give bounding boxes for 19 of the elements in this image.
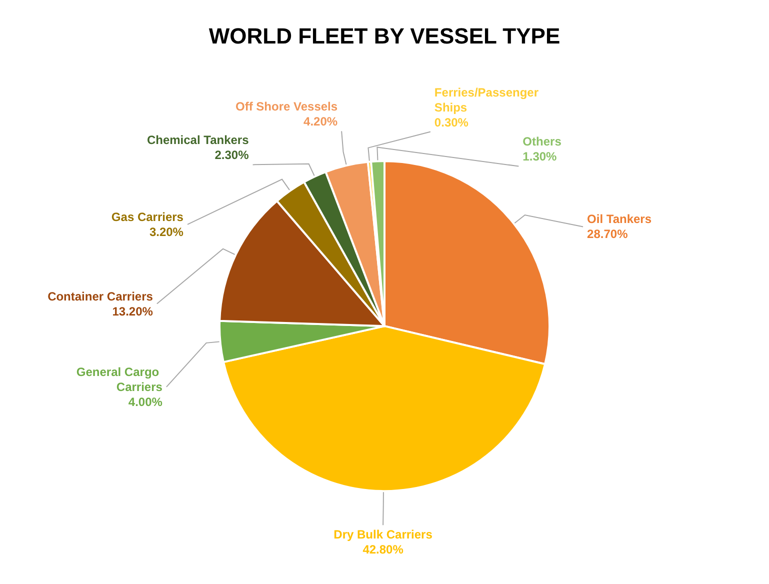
- slice-label: Container Carriers: [48, 289, 154, 304]
- slice-label: Others: [522, 134, 562, 149]
- slice-label: General Cargo Carriers: [76, 364, 163, 394]
- slice-label: Chemical Tankers: [146, 133, 250, 148]
- data-label: 3.20%: [149, 224, 184, 239]
- data-label: 42.80%: [362, 542, 404, 557]
- slice-label: Ferries/Passenger Ships: [434, 85, 542, 114]
- data-label: 0.30%: [434, 115, 469, 130]
- data-label: 13.20%: [112, 304, 154, 318]
- data-label: 28.70%: [587, 227, 628, 242]
- data-label: 4.20%: [304, 114, 338, 129]
- data-label: 1.30%: [522, 150, 558, 164]
- data-label: 2.30%: [214, 148, 250, 162]
- slice-label: Oil Tankers: [587, 212, 652, 226]
- slice-label: Dry Bulk Carriers: [334, 528, 433, 542]
- slice-label: Off Shore Vessels: [236, 100, 338, 114]
- data-label: 4.00%: [128, 394, 163, 409]
- chart-title: WORLD FLEET BY VESSEL TYPE: [208, 24, 560, 48]
- slice-label: Gas Carriers: [111, 210, 184, 224]
